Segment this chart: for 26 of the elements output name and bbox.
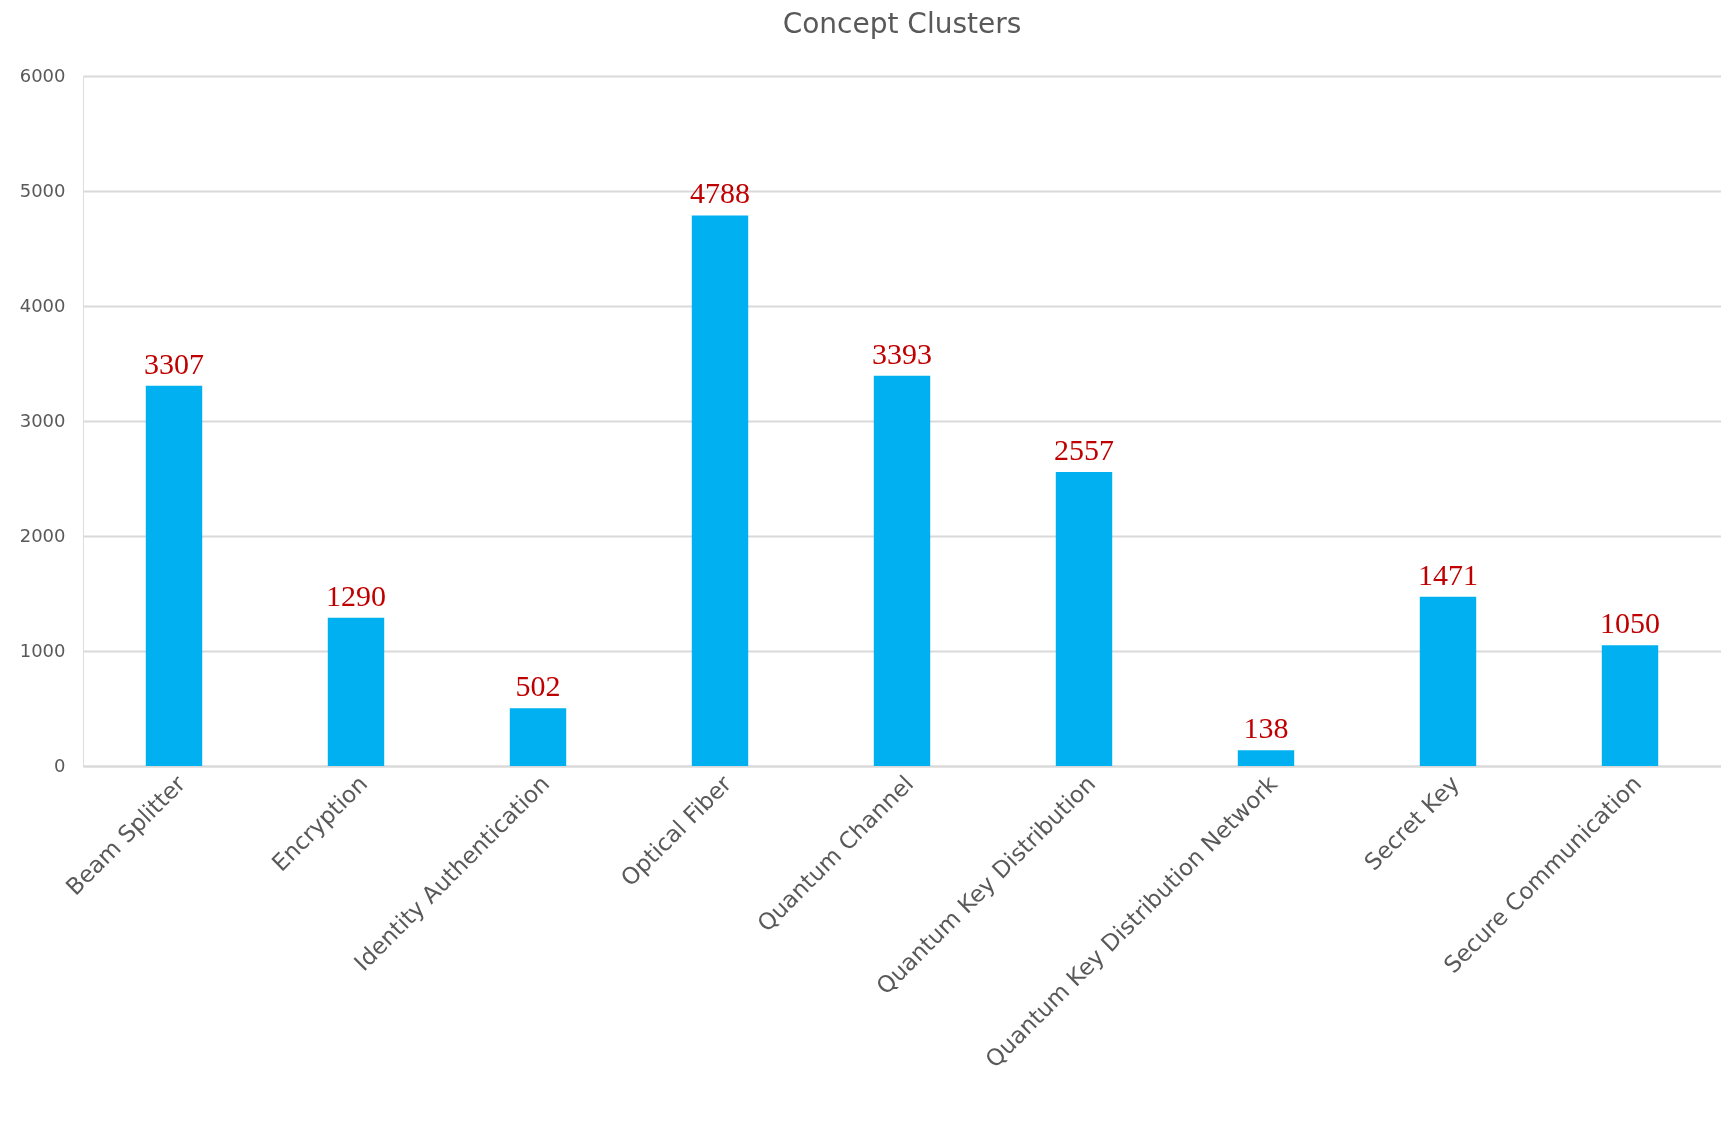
bar xyxy=(1601,645,1659,766)
y-tick-label: 5000 xyxy=(19,179,66,201)
y-tick-label: 6000 xyxy=(19,64,66,86)
data-label: 1050 xyxy=(1600,606,1660,640)
data-label: 3307 xyxy=(144,346,204,380)
bar xyxy=(145,385,203,766)
bar xyxy=(1237,750,1295,766)
bar xyxy=(1055,471,1113,766)
bar xyxy=(873,375,931,766)
bar xyxy=(691,215,749,766)
bar xyxy=(327,617,385,766)
y-tick-label: 0 xyxy=(54,754,66,776)
bar xyxy=(1419,596,1477,766)
y-tick-label: 4000 xyxy=(19,294,66,316)
chart-title: Concept Clusters xyxy=(782,7,1022,40)
y-tick-label: 2000 xyxy=(19,524,66,546)
data-label: 1471 xyxy=(1418,557,1478,591)
data-label: 138 xyxy=(1243,711,1289,745)
data-label: 4788 xyxy=(690,176,750,210)
data-label: 3393 xyxy=(872,336,932,370)
data-label: 1290 xyxy=(326,578,386,612)
data-label: 502 xyxy=(515,669,561,703)
data-label: 2557 xyxy=(1054,432,1114,466)
y-tick-label: 1000 xyxy=(19,639,66,661)
bar xyxy=(509,708,567,766)
y-tick-label: 3000 xyxy=(19,409,66,431)
